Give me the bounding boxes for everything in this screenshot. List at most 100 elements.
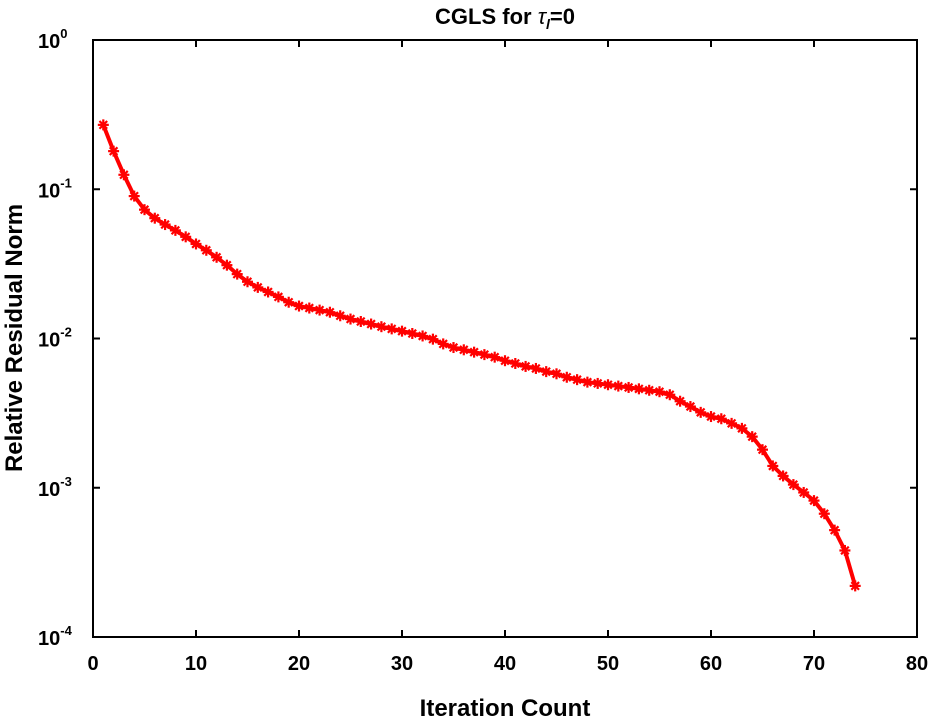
data-point-marker bbox=[169, 224, 181, 236]
data-point-marker bbox=[571, 374, 583, 386]
data-point-marker bbox=[489, 351, 501, 363]
x-tick-label: 20 bbox=[288, 653, 310, 675]
data-point-marker bbox=[159, 219, 171, 231]
data-point-marker bbox=[746, 431, 758, 443]
data-point-marker bbox=[396, 325, 408, 337]
data-point-marker bbox=[654, 386, 665, 398]
data-point-marker bbox=[798, 486, 810, 498]
data-point-marker bbox=[293, 300, 305, 312]
data-point-marker bbox=[406, 328, 418, 340]
data-point-marker bbox=[231, 268, 243, 280]
data-point-marker bbox=[427, 333, 439, 345]
x-tick-label: 50 bbox=[597, 653, 619, 675]
data-point-marker bbox=[468, 346, 480, 358]
data-point-marker bbox=[252, 281, 264, 293]
data-point-marker bbox=[581, 376, 593, 388]
data-point-marker bbox=[375, 321, 387, 333]
data-point-marker bbox=[829, 524, 841, 536]
data-point-marker bbox=[602, 379, 614, 391]
plot-area-frame bbox=[92, 39, 918, 638]
data-point-marker bbox=[612, 380, 624, 392]
data-point-marker bbox=[417, 330, 429, 342]
data-point-marker bbox=[818, 508, 830, 520]
x-tick-label: 70 bbox=[803, 653, 825, 675]
data-point-marker bbox=[551, 368, 562, 380]
data-point-marker bbox=[262, 286, 274, 298]
data-point-marker bbox=[108, 145, 120, 157]
data-point-marker bbox=[128, 190, 140, 202]
data-point-marker bbox=[221, 259, 233, 271]
data-point-marker bbox=[97, 119, 109, 131]
data-point-marker bbox=[530, 362, 542, 374]
data-point-marker bbox=[757, 444, 768, 456]
title-symbol: τ bbox=[538, 4, 548, 29]
data-point-marker bbox=[386, 323, 398, 335]
x-tick-label: 0 bbox=[87, 653, 98, 675]
data-point-marker bbox=[437, 338, 449, 350]
x-tick-label: 80 bbox=[906, 653, 928, 675]
x-tick-label: 40 bbox=[494, 653, 516, 675]
data-point-marker bbox=[211, 251, 223, 263]
data-point-marker bbox=[478, 349, 490, 361]
data-point-marker bbox=[787, 479, 799, 491]
series-group bbox=[97, 119, 861, 592]
data-point-marker bbox=[664, 389, 676, 401]
x-tick-label: 10 bbox=[185, 653, 207, 675]
data-point-marker bbox=[808, 495, 820, 507]
data-point-marker bbox=[458, 344, 470, 356]
data-point-marker bbox=[355, 315, 367, 327]
data-point-marker bbox=[139, 204, 150, 216]
data-point-marker bbox=[314, 304, 326, 316]
data-point-marker bbox=[242, 276, 253, 288]
data-point-marker bbox=[715, 413, 727, 425]
x-tick-label: 30 bbox=[391, 653, 413, 675]
data-point-marker bbox=[540, 366, 552, 378]
data-point-marker bbox=[674, 395, 686, 407]
y-tick-label: 10-2 bbox=[38, 325, 72, 352]
y-tick-label: 10-4 bbox=[38, 623, 73, 650]
data-point-marker bbox=[777, 470, 789, 482]
title-rest: =0 bbox=[550, 4, 575, 29]
data-point-marker bbox=[767, 460, 779, 472]
data-point-marker bbox=[334, 310, 346, 322]
data-point-marker bbox=[324, 306, 336, 318]
title-subscript: l bbox=[546, 16, 551, 32]
data-point-marker bbox=[272, 291, 284, 303]
chart-title: CGLS for τl=0 bbox=[435, 4, 575, 32]
data-point-marker bbox=[520, 360, 532, 372]
data-point-marker bbox=[633, 383, 645, 395]
data-point-marker bbox=[345, 313, 356, 325]
x-tick-label: 60 bbox=[700, 653, 722, 675]
data-point-marker bbox=[705, 411, 717, 423]
data-point-marker bbox=[448, 342, 459, 354]
data-point-marker bbox=[303, 302, 315, 314]
title-main: CGLS for bbox=[435, 4, 538, 29]
y-tick-label: 10-1 bbox=[38, 175, 72, 202]
x-axis-label: Iteration Count bbox=[420, 695, 591, 719]
data-point-marker bbox=[849, 580, 861, 592]
data-point-marker bbox=[499, 355, 511, 367]
data-point-marker bbox=[200, 244, 212, 256]
data-point-marker bbox=[726, 417, 738, 429]
data-point-marker bbox=[509, 357, 521, 369]
data-point-marker bbox=[118, 169, 130, 181]
data-point-marker bbox=[561, 371, 573, 383]
data-point-marker bbox=[283, 296, 295, 308]
svg-text:CGLS for τl=0: CGLS for τl=0 bbox=[435, 4, 575, 32]
data-point-marker bbox=[695, 406, 707, 418]
y-tick-label: 10-3 bbox=[38, 474, 72, 501]
data-point-marker bbox=[180, 231, 192, 243]
data-point-marker bbox=[623, 381, 635, 393]
data-point-marker bbox=[684, 401, 696, 413]
y-tick-label: 100 bbox=[38, 26, 67, 53]
y-ticks: 100 10-1 10-2 10-3 10-4 bbox=[38, 26, 917, 650]
data-point-marker bbox=[365, 318, 377, 330]
data-point-marker bbox=[736, 422, 748, 434]
data-point-marker bbox=[190, 238, 202, 250]
data-point-marker bbox=[643, 384, 655, 396]
data-point-marker bbox=[149, 212, 161, 224]
y-axis-label: Relative Residual Norm bbox=[1, 204, 28, 472]
data-point-marker bbox=[839, 544, 851, 556]
data-point-marker bbox=[592, 377, 604, 389]
